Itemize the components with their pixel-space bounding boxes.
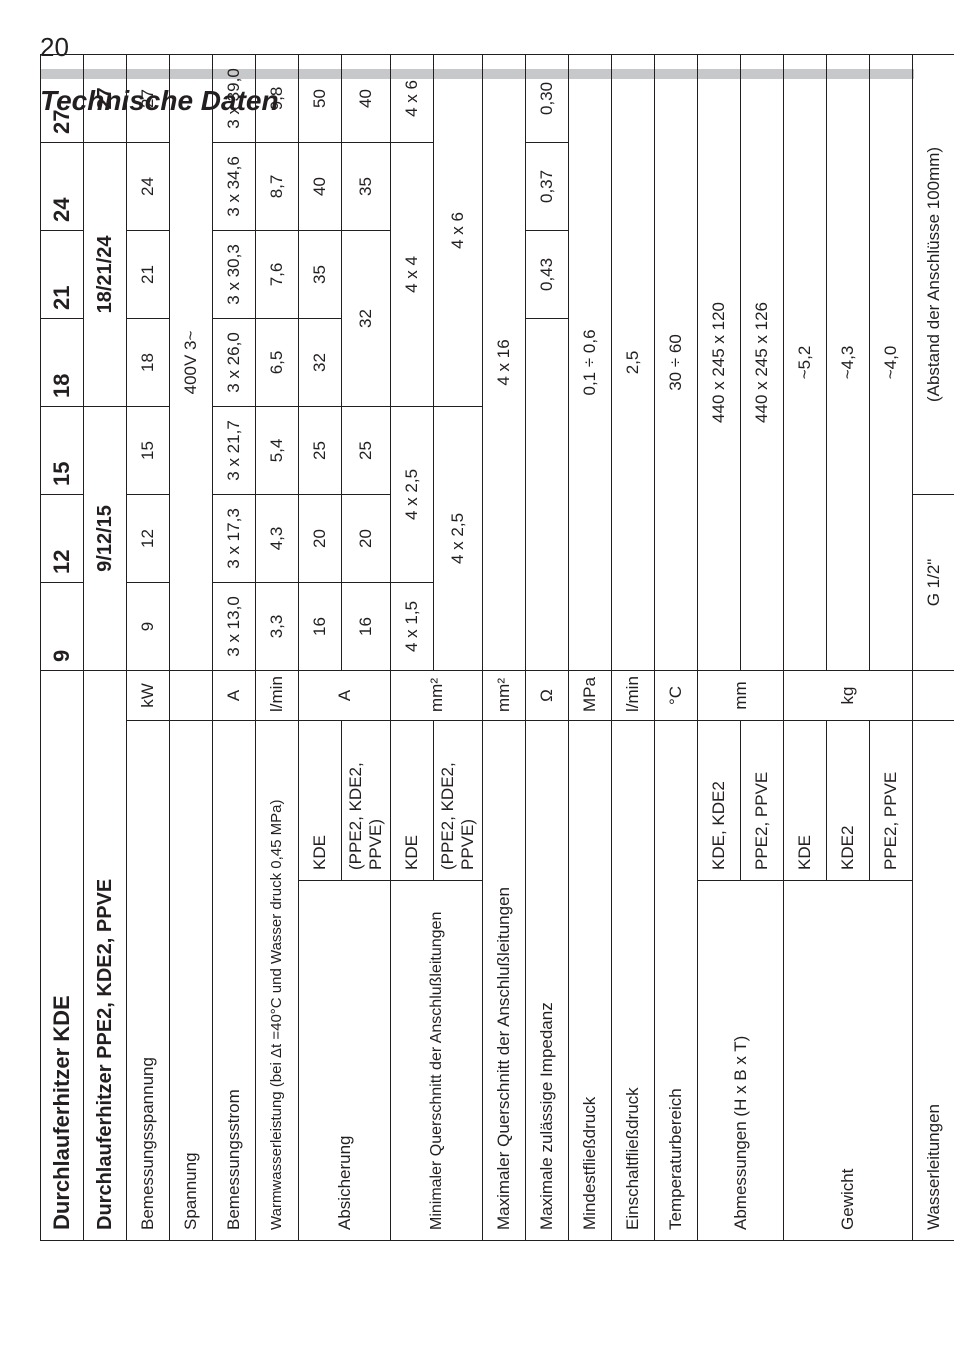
row-abm: Abmessungen (H x B x T)	[698, 881, 784, 1241]
unit-mm: mm	[698, 670, 784, 720]
col-27: 27	[41, 54, 84, 142]
unit-kw: kW	[127, 670, 170, 720]
unit-mm2b: mm²	[483, 670, 526, 720]
sub-minq-ppe: (PPE2, KDE2, PPVE)	[434, 721, 483, 881]
unit-mm2: mm²	[391, 670, 483, 720]
unit-lmin2: l/min	[612, 670, 655, 720]
row-mindest: Mindestfließdruck	[569, 721, 612, 1241]
col-12: 12	[41, 494, 84, 582]
col-9: 9	[41, 582, 84, 670]
row-wasser: Wasserleitungen	[913, 721, 954, 1241]
sub-minq-kde: KDE	[391, 721, 434, 881]
row-maxq: Maximaler Querschnitt der Anschlußleitun…	[483, 721, 526, 1241]
sub-gew-ppe: PPE2, PPVE	[870, 721, 913, 881]
unit-c: °C	[655, 670, 698, 720]
sub-kde: KDE	[299, 721, 342, 881]
sub-abm-ppe: PPE2, PPVE	[741, 721, 784, 881]
col-21: 21	[41, 230, 84, 318]
row-einschalt: Einschaltfließdruck	[612, 721, 655, 1241]
subhdr-9-15: 9/12/15	[84, 406, 127, 670]
subhdr-27: 27	[84, 54, 127, 142]
row-minq: Minimaler Querschnitt der Anschlußleitun…	[391, 881, 483, 1241]
sub-abm-kde: KDE, KDE2	[698, 721, 741, 881]
spec-table: Durchlauferhitzer KDE 9 12 15 18 21 24 2…	[40, 54, 954, 1241]
row-bemessungsstrom: Bemessungsstrom	[213, 721, 256, 1241]
model-row-label: Durchlauferhitzer PPE2, KDE2, PPVE	[84, 670, 127, 1240]
row-bemessungsspannung: Bemessungsspannung	[127, 721, 170, 1241]
sub-ppe2: (PPE2, KDE2, PPVE)	[342, 721, 391, 881]
unit-a: A	[213, 670, 256, 720]
unit-kg: kg	[784, 670, 913, 720]
sub-gew-kde: KDE	[784, 721, 827, 881]
row-temp: Temperaturbereich	[655, 721, 698, 1241]
unit-lmin: l/min	[256, 670, 299, 720]
subhdr-18-24: 18/21/24	[84, 142, 127, 406]
unit-mpa: MPa	[569, 670, 612, 720]
col-15: 15	[41, 406, 84, 494]
sub-gew-kde2: KDE2	[827, 721, 870, 881]
wasser-left: G 1/2"	[913, 494, 954, 670]
unit-ohm: Ω	[526, 670, 569, 720]
row-absicherung: Absicherung	[299, 881, 391, 1241]
val-spannung: 400V 3~	[170, 54, 213, 670]
row-warmwasser: Warmwasserleistung (bei Δt =40°C und Was…	[256, 721, 299, 1241]
table-title: Durchlauferhitzer KDE	[41, 670, 84, 1240]
row-imped: Maximale zulässige Impedanz	[526, 721, 569, 1241]
wasser-right: (Abstand der Anschlüsse 100mm)	[913, 54, 954, 494]
row-spannung: Spannung	[170, 721, 213, 1241]
col-24: 24	[41, 142, 84, 230]
col-18: 18	[41, 318, 84, 406]
row-gewicht: Gewicht	[784, 881, 913, 1241]
unit-a2: A	[299, 670, 391, 720]
